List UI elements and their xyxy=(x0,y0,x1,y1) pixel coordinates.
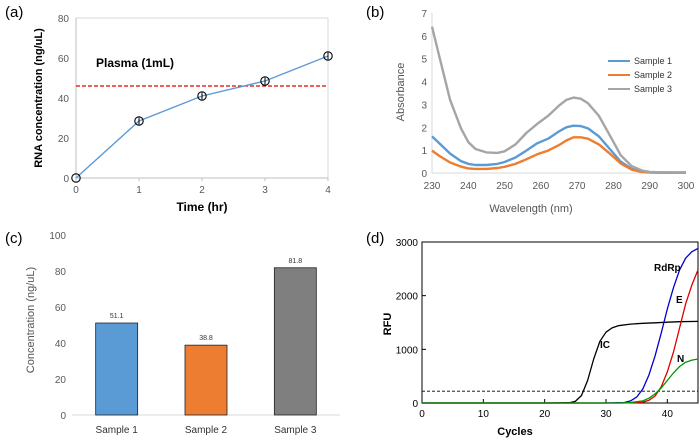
panel-b: (b) 0 1 2 3 4 5 6 7 230 240 250 260 270 280 290 300 Wav… xyxy=(366,4,695,215)
panel-c-category-label: Sample 1 xyxy=(96,425,139,436)
panel-a-ytick-label: 80 xyxy=(58,14,70,25)
panel-c-data-label: 81.8 xyxy=(289,258,303,265)
panel-b-xtick-label: 300 xyxy=(678,181,695,192)
panel-d: (d) 0 1000 2000 3000 0 10 20 30 40 Cycles RFU Rd… xyxy=(366,230,699,438)
panel-a-xtick-label: 3 xyxy=(262,185,268,196)
panel-a-data-point xyxy=(134,116,144,126)
panel-c-data-label: 51.1 xyxy=(110,313,124,320)
panel-d-series-line-ic xyxy=(422,320,699,404)
panel-c-label: (c) xyxy=(5,230,23,247)
panel-b-series-line-1 xyxy=(431,124,686,174)
panel-d-axes: 0 1000 2000 3000 0 10 20 30 40 xyxy=(396,238,699,420)
panel-d-xtick-label: 40 xyxy=(662,409,674,420)
panel-a-data-point xyxy=(71,173,81,183)
series-label-rdrp: RdRp xyxy=(654,263,681,274)
panel-a-xtick-label: 0 xyxy=(73,185,79,196)
panel-b-xtick-label: 250 xyxy=(496,181,513,192)
panel-b-ytick-label: 2 xyxy=(421,123,427,134)
panel-d-xtick-label: 20 xyxy=(539,409,551,420)
panel-b-xtick-label: 230 xyxy=(424,181,441,192)
panel-d-xtick-label: 30 xyxy=(600,409,612,420)
panel-a-series-line xyxy=(75,55,329,179)
panel-d-xtick-label: 10 xyxy=(478,409,490,420)
panel-b-xlabel: Wavelength (nm) xyxy=(489,203,572,215)
panel-a: (a) 0 20 40 60 80 0 1 2 3 4 Plasma (1mL) Time (hr… xyxy=(5,4,333,214)
series-label-e: E xyxy=(676,295,683,306)
panel-b-xtick-label: 290 xyxy=(641,181,658,192)
panel-d-label: (d) xyxy=(366,230,384,247)
panel-b-label: (b) xyxy=(366,4,384,21)
panel-a-ylabel: RNA concentration (ng/uL) xyxy=(33,28,45,168)
panel-a-marks xyxy=(71,51,333,183)
panel-c: (c) 0 20 40 60 80 100 Sample 1 Sample 2 Sample 3… xyxy=(5,230,340,436)
panel-c-marks: 51.1 38.8 81.8 xyxy=(95,258,317,416)
panel-c-ytick-label: 40 xyxy=(55,339,67,350)
panel-b-axes: 0 1 2 3 4 5 6 7 230 240 250 260 270 280 290 300 xyxy=(421,9,694,192)
panel-d-series-line-rdrp xyxy=(422,247,699,404)
panel-d-ytick-label: 3000 xyxy=(396,238,419,249)
panel-c-ytick-label: 0 xyxy=(60,411,66,422)
panel-c-category-label: Sample 2 xyxy=(185,425,228,436)
panel-a-xtick-label: 1 xyxy=(136,185,142,196)
panel-c-category-label: Sample 3 xyxy=(274,425,317,436)
panel-b-ytick-label: 4 xyxy=(421,78,427,89)
series-label-ic: IC xyxy=(600,340,610,351)
panel-d-ylabel: RFU xyxy=(382,313,394,336)
panel-d-marks xyxy=(422,247,699,404)
panel-d-ytick-label: 0 xyxy=(412,399,418,410)
panel-b-marks xyxy=(430,26,686,174)
panel-b-ytick-label: 6 xyxy=(421,32,427,43)
panel-b-ytick-label: 7 xyxy=(421,9,427,20)
panel-b-xtick-label: 270 xyxy=(569,181,586,192)
panel-a-data-point xyxy=(323,51,333,61)
legend-label-sample-1: Sample 1 xyxy=(634,56,672,66)
panel-b-series-line-2 xyxy=(431,136,686,174)
panel-a-xtick-label: 4 xyxy=(325,185,331,196)
panel-a-xlabel: Time (hr) xyxy=(176,200,227,214)
panel-d-series-line-e xyxy=(422,269,699,404)
panel-c-data-label: 38.8 xyxy=(199,335,213,342)
panel-a-data-point xyxy=(260,76,270,86)
series-label-n: N xyxy=(677,354,684,365)
panel-b-ytick-label: 5 xyxy=(421,55,427,66)
panel-d-ytick-label: 1000 xyxy=(396,345,419,356)
panel-b-ytick-label: 3 xyxy=(421,100,427,111)
panel-b-ytick-label: 1 xyxy=(421,146,427,157)
panel-a-annotation: Plasma (1mL) xyxy=(96,56,174,70)
panel-d-xtick-label: 0 xyxy=(419,409,425,420)
panel-c-ytick-label: 60 xyxy=(55,303,67,314)
panel-c-bar xyxy=(273,267,317,416)
panel-a-data-point xyxy=(197,91,207,101)
panel-b-ytick-label: 0 xyxy=(421,169,427,180)
legend-label-sample-3: Sample 3 xyxy=(634,84,672,94)
panel-b-xtick-label: 240 xyxy=(460,181,477,192)
legend-label-sample-2: Sample 2 xyxy=(634,70,672,80)
panel-c-ytick-label: 80 xyxy=(55,267,67,278)
panel-a-ytick-label: 0 xyxy=(63,174,69,185)
panel-a-axes: 0 20 40 60 80 0 1 2 3 4 xyxy=(58,14,331,196)
panel-b-legend: Sample 1 Sample 2 Sample 3 xyxy=(608,56,672,94)
panel-d-series-line-n xyxy=(422,358,699,404)
panel-d-ytick-label: 2000 xyxy=(396,292,419,303)
panel-d-xlabel: Cycles xyxy=(497,426,532,438)
panel-c-bar xyxy=(184,344,228,416)
panel-c-ylabel: Concentration (ng/uL) xyxy=(25,267,37,373)
panel-a-label: (a) xyxy=(5,4,23,21)
panel-b-xtick-label: 280 xyxy=(605,181,622,192)
panel-b-ylabel: Absorbance xyxy=(395,63,407,122)
panel-a-ytick-label: 60 xyxy=(58,54,70,65)
panel-b-series-line-3 xyxy=(430,26,686,174)
panel-c-ytick-label: 20 xyxy=(55,375,67,386)
panel-b-xtick-label: 260 xyxy=(533,181,550,192)
panel-c-bar xyxy=(95,322,139,416)
panel-c-ytick-label: 100 xyxy=(49,231,66,242)
panel-a-xtick-label: 2 xyxy=(199,185,205,196)
panel-a-ytick-label: 20 xyxy=(58,134,70,145)
panel-a-ytick-label: 40 xyxy=(58,94,70,105)
